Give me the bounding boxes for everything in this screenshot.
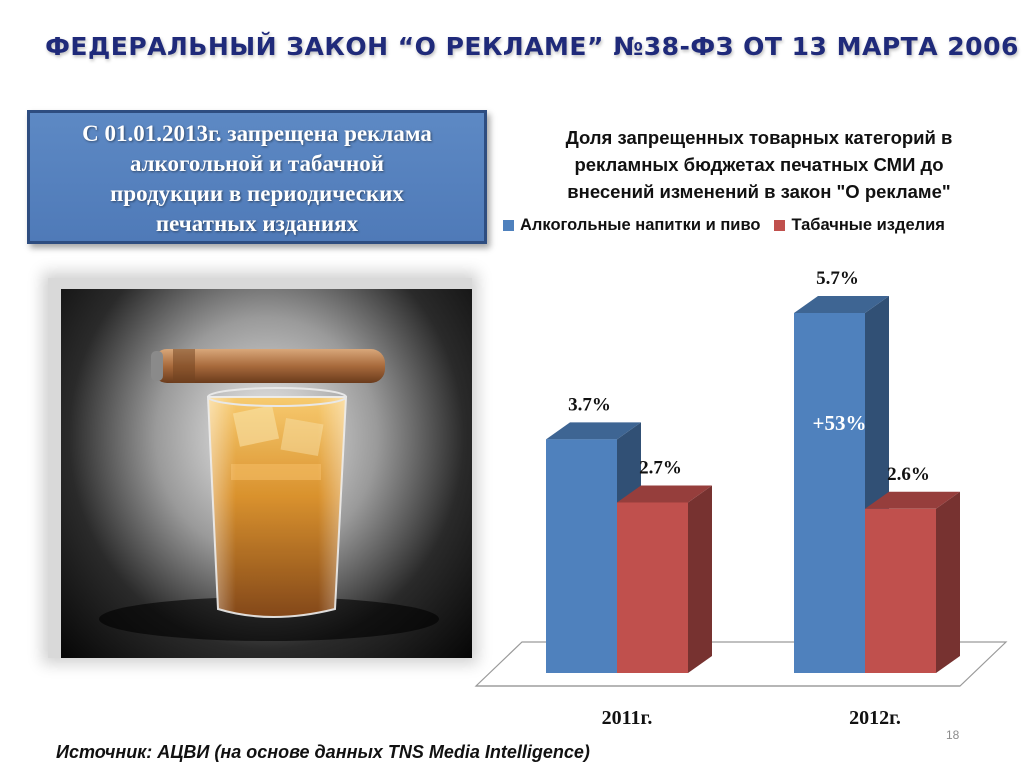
bar-chart: 3.7% 2.7% 2011г. 5.7% 2.6% 2012г. +53% [474, 268, 1008, 729]
bar-side-tobacco [688, 485, 712, 673]
bar-tobacco [865, 508, 936, 673]
bar-side-tobacco [936, 491, 960, 673]
page-number: 18 [946, 728, 960, 742]
chart-legend: Алкогольные напитки и пиво Табачные изде… [503, 216, 1018, 235]
chart-title: Доля запрещенных товарных категорий в ре… [504, 124, 1014, 205]
bar-value-label: 2.7% [639, 457, 682, 478]
category-label: 2012г. [849, 707, 901, 729]
chart-title-line: внесений изменений в закон "О рекламе" [567, 181, 951, 202]
info-line: алкогольной и табачной [129, 151, 385, 176]
bar-alcohol [794, 313, 865, 673]
slide-title: ФЕДЕРАЛЬНЫЙ ЗАКОН “О РЕКЛАМЕ” №38-ФЗ ОТ … [45, 32, 1019, 61]
info-line: печатных изданиях [155, 211, 359, 236]
bar-tobacco [617, 502, 688, 673]
legend-label-alcohol: Алкогольные напитки и пиво [520, 216, 761, 234]
legend-item-alcohol: Алкогольные напитки и пиво [503, 216, 760, 235]
bar-value-label: 5.7% [816, 268, 859, 289]
bar-value-label: 2.6% [887, 464, 930, 485]
source-note: Источник: АЦВИ (на основе данных TNS Med… [56, 742, 590, 762]
bar-value-label: 3.7% [568, 394, 611, 415]
chart-title-line: рекламных бюджетах печатных СМИ до [574, 154, 944, 175]
bar-alcohol [546, 439, 617, 673]
category-label: 2011г. [602, 707, 653, 729]
cigar-whiskey-illustration [99, 349, 439, 641]
cigar-whiskey-photo [61, 289, 472, 658]
legend-label-tobacco: Табачные изделия [791, 216, 945, 234]
legend-swatch-tobacco [774, 220, 786, 231]
legend-swatch-alcohol [503, 220, 514, 231]
bar-top-alcohol [546, 422, 641, 440]
legend-item-tobacco: Табачные изделия [774, 216, 945, 235]
chart-title-line: Доля запрещенных товарных категорий в [565, 127, 953, 148]
ban-info-box: С 01.01.2013г. запрещена реклама алкогол… [27, 110, 487, 244]
bar-top-tobacco [865, 491, 960, 509]
growth-annotation: +53% [813, 411, 867, 435]
info-line: С 01.01.2013г. запрещена реклама [82, 121, 432, 146]
bar-top-alcohol [794, 296, 889, 313]
bar-top-tobacco [617, 485, 712, 503]
info-line: продукции в периодических [110, 181, 404, 206]
